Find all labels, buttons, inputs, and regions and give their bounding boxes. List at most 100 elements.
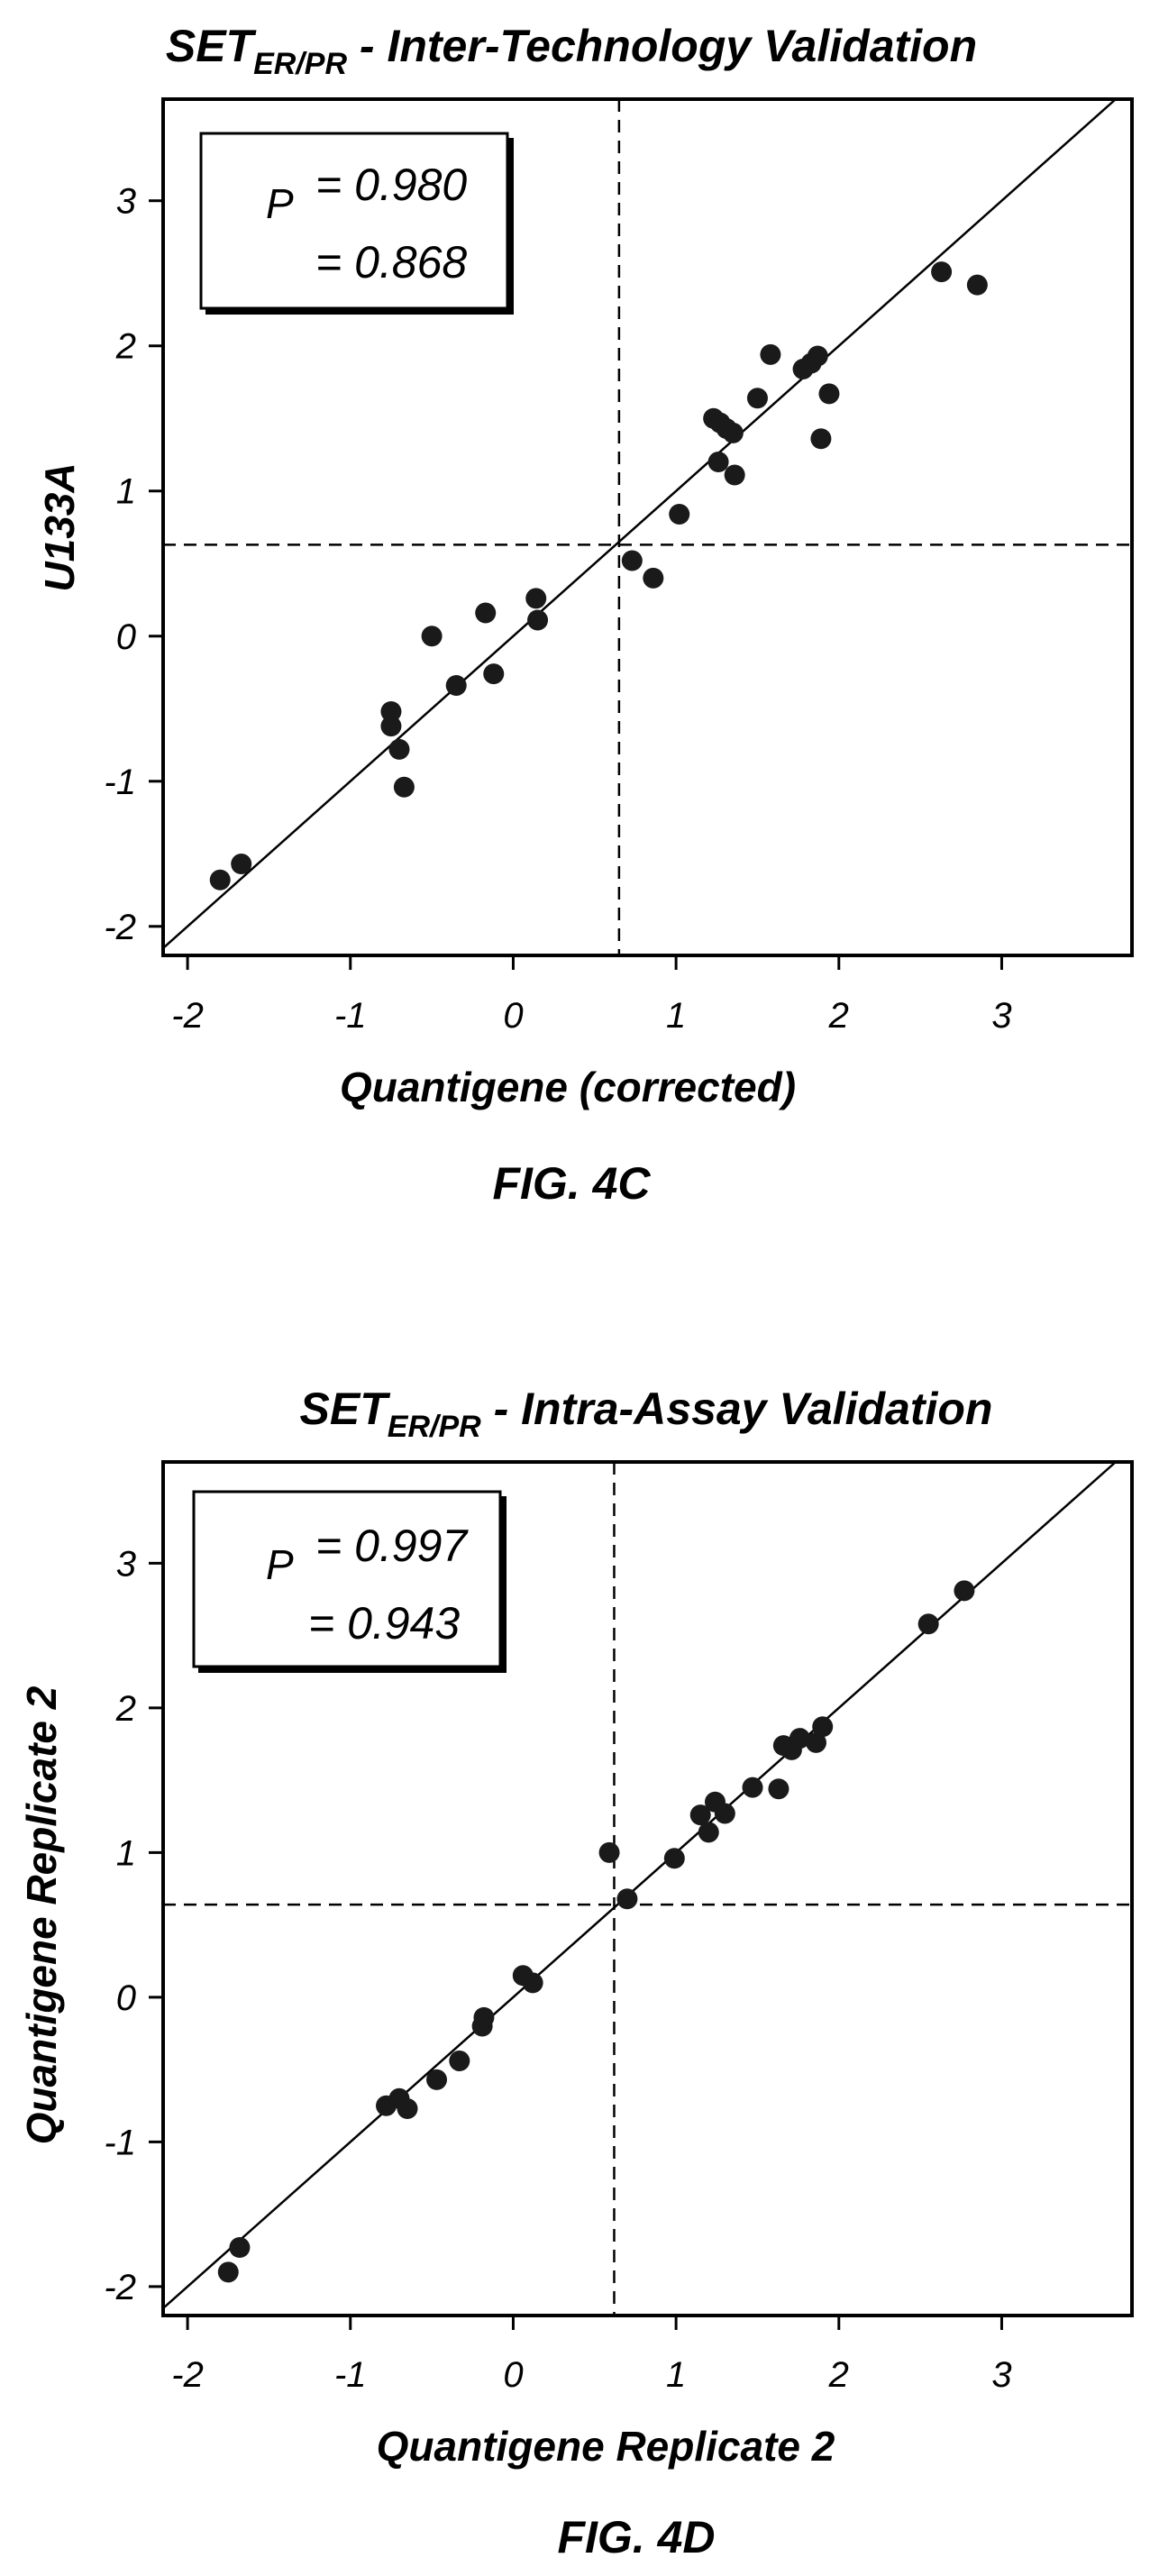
data-point (669, 504, 690, 525)
data-point (954, 1580, 975, 1602)
y-tick-label: -2 (104, 2268, 136, 2307)
data-point (789, 1728, 810, 1749)
data-point (810, 428, 832, 450)
identity-line (162, 1461, 1117, 2309)
figure-label: FIG. 4D (557, 2512, 715, 2562)
stats-box-shadow (198, 1667, 507, 1673)
data-point (966, 274, 988, 296)
x-tick-label: -1 (334, 996, 367, 1036)
x-tick-label: 0 (503, 996, 523, 1036)
data-point (931, 261, 953, 283)
data-point (388, 738, 410, 760)
data-points (209, 261, 988, 891)
data-point (393, 776, 415, 798)
data-point (698, 1822, 719, 1843)
data-point (397, 2097, 418, 2119)
x-tick-label: 3 (991, 996, 1011, 1036)
data-point (229, 2237, 251, 2259)
data-point (527, 609, 549, 631)
y-tick-label: -1 (104, 763, 136, 802)
stats-box-frame (199, 132, 509, 310)
data-point (380, 700, 402, 722)
stats-box-shadow (500, 1496, 507, 1671)
y-tick-label: 2 (115, 327, 136, 367)
stats-box: P = 0.980 = 0.868 (199, 132, 514, 315)
stats-symbol: P (266, 180, 294, 227)
axis-ticks: -2 -1 0 1 2 3 -2 -1 0 1 2 3 (104, 182, 1011, 1036)
data-point (445, 675, 467, 697)
data-point (380, 716, 402, 737)
data-point (818, 383, 840, 405)
chart-inter-technology: SETER/PR - Inter-Technology Validation -… (36, 21, 1134, 1209)
y-axis-label: U133A (36, 462, 83, 591)
data-point (473, 2006, 495, 2028)
x-tick-label: -1 (334, 2355, 367, 2395)
data-point (807, 345, 828, 367)
data-point (643, 567, 664, 589)
x-tick-label: 1 (666, 996, 686, 1036)
chart-title: SETER/PR - Inter-Technology Validation (166, 21, 977, 81)
x-tick-label: 3 (991, 2355, 1011, 2395)
data-point (812, 1716, 834, 1738)
data-point (917, 1613, 939, 1635)
y-tick-label: 3 (116, 1544, 136, 1584)
x-tick-label: -2 (171, 996, 204, 1036)
stats-box-shadow (507, 138, 514, 313)
stats-line-1: = 0.997 (315, 1521, 469, 1571)
data-point (217, 2261, 239, 2283)
data-point (421, 626, 443, 647)
x-tick-label: 0 (503, 2355, 523, 2395)
y-tick-label: 3 (116, 182, 136, 222)
data-point (449, 2051, 470, 2072)
x-tick-label: 1 (666, 2355, 686, 2395)
y-tick-label: 0 (116, 1978, 136, 2018)
reference-lines (162, 98, 1132, 955)
reference-lines (162, 1461, 1132, 2316)
y-tick-label: 1 (116, 472, 136, 512)
y-tick-label: -1 (104, 2123, 136, 2162)
x-tick-label: 2 (828, 2355, 849, 2395)
data-point (663, 1848, 685, 1869)
figure-label: FIG. 4C (492, 1158, 651, 1209)
identity-line (162, 98, 1117, 949)
data-point (475, 602, 497, 624)
stats-box: P = 0.997 = 0.943 (192, 1490, 507, 1673)
data-point (426, 2069, 448, 2090)
chart-intra-assay: SETER/PR - Intra-Assay Validation -2 -1 0 1… (18, 1384, 1134, 2562)
data-point (768, 1778, 789, 1800)
y-tick-label: 0 (116, 617, 136, 657)
data-point (722, 422, 744, 443)
data-point (231, 854, 252, 875)
stats-line-1: = 0.980 (315, 160, 467, 210)
y-tick-label: -2 (104, 908, 136, 947)
x-tick-label: -2 (171, 2355, 204, 2395)
data-point (525, 588, 547, 609)
stats-symbol: P (266, 1541, 294, 1588)
data-point (621, 550, 643, 571)
stats-line-2: = 0.868 (315, 237, 467, 288)
y-tick-label: 1 (116, 1833, 136, 1873)
x-axis-label: Quantigene Replicate 2 (377, 2423, 835, 2470)
stats-box-shadow (205, 308, 514, 315)
x-axis-label: Quantigene (corrected) (340, 1064, 796, 1110)
chart-title: SETER/PR - Intra-Assay Validation (300, 1384, 993, 1444)
data-point (742, 1777, 763, 1798)
data-point (483, 663, 505, 685)
data-point (746, 388, 768, 409)
axis-ticks: -2 -1 0 1 2 3 -2 -1 0 1 2 3 (104, 1544, 1011, 2395)
x-tick-label: 2 (828, 996, 849, 1036)
stats-line-2: = 0.943 (308, 1598, 460, 1649)
data-point (707, 452, 729, 473)
data-point (714, 1803, 735, 1824)
y-tick-label: 2 (115, 1689, 136, 1729)
data-point (689, 1804, 711, 1826)
y-axis-label: Quantigene Replicate 2 (18, 1685, 65, 2144)
data-point (760, 343, 781, 365)
data-point (805, 1731, 826, 1753)
data-points (217, 1580, 975, 2283)
data-point (209, 869, 231, 891)
data-point (598, 1841, 620, 1863)
data-point (724, 464, 745, 486)
data-point (522, 1972, 543, 1994)
